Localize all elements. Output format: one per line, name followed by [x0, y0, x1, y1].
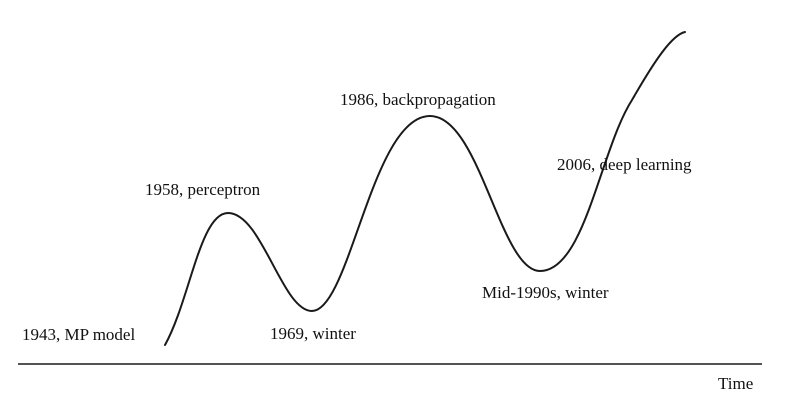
milestone-label-1986: 1986, backpropagation [340, 90, 496, 109]
milestone-label-mid-1990s: Mid-1990s, winter [482, 283, 609, 302]
milestone-label-1943: 1943, MP model [22, 325, 136, 344]
milestone-label-1969: 1969, winter [270, 324, 356, 343]
time-axis-label: Time [718, 374, 754, 393]
milestone-label-1958: 1958, perceptron [145, 180, 261, 199]
milestone-label-2006: 2006, deep learning [557, 155, 692, 174]
history-curve [164, 31, 686, 346]
